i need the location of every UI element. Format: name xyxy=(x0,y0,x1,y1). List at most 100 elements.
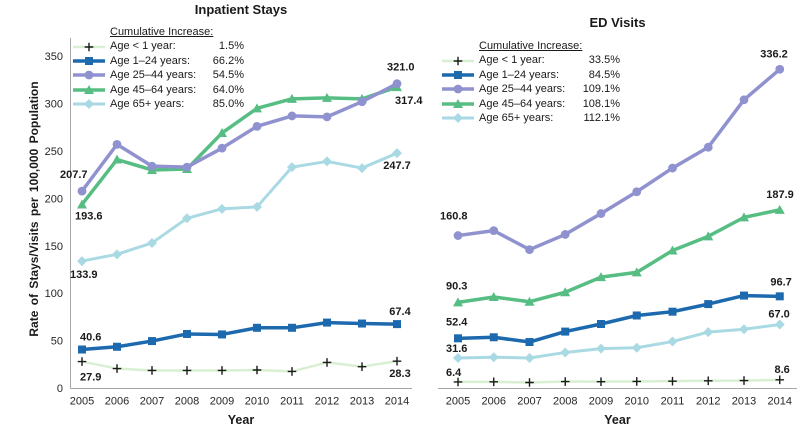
legend-cumulative-increase-value: 112.1% xyxy=(583,111,621,124)
diamond-marker xyxy=(357,163,367,174)
legend-header: Cumulative Increase: xyxy=(479,40,583,52)
plus-marker xyxy=(775,375,785,385)
square-marker xyxy=(775,292,784,301)
x-tick-label: 2013 xyxy=(350,396,374,408)
inpatient-stays-title: Inpatient Stays xyxy=(194,2,288,17)
plus-marker xyxy=(252,365,262,375)
triangle-marker xyxy=(631,267,642,277)
square-marker xyxy=(183,329,191,338)
series-triangle: 90.3 187.9 xyxy=(446,189,794,307)
first-point-label: 27.9 xyxy=(80,372,101,384)
legend-row: Age 25–44 years: 54.5% xyxy=(72,68,244,82)
legend-cumulative-increase-value: 66.2% xyxy=(212,54,244,67)
circle-marker xyxy=(287,111,297,121)
triangle-marker xyxy=(560,287,571,297)
triangle-marker xyxy=(739,212,749,222)
x-tick-label: 2006 xyxy=(105,396,129,408)
first-point-label: 207.7 xyxy=(60,169,88,181)
ed-plot-group: 2005 2006 2007 2008 2009 2010 2011 2012 2013 2014… xyxy=(438,48,797,408)
series-circle: 207.7 321.0 xyxy=(60,62,415,196)
diamond-marker xyxy=(287,162,297,173)
right-x-axis-title: Year xyxy=(604,413,631,427)
last-point-label: 67.4 xyxy=(389,306,411,318)
square-marker xyxy=(597,320,605,329)
diamond-marker xyxy=(147,237,157,248)
first-point-label: 40.6 xyxy=(80,332,101,344)
x-tick-label: 2005 xyxy=(70,396,94,408)
circle-marker xyxy=(775,64,785,74)
legend-cumulative-increase-value: 54.5% xyxy=(212,69,244,82)
legend-header: Cumulative Increase: xyxy=(110,26,214,38)
legend-cumulative-increase-value: 84.5% xyxy=(588,68,620,81)
series-square: 52.4 96.7 xyxy=(446,276,792,347)
legend-cumulative-increase-value: 109.1% xyxy=(582,83,620,96)
y-tick-label: 50 xyxy=(51,336,63,348)
circle-marker xyxy=(182,162,192,172)
legend-line-sample xyxy=(73,56,105,65)
series-square: 40.6 67.4 xyxy=(78,306,412,354)
last-point-label: 247.7 xyxy=(383,160,411,172)
x-tick-label: 2012 xyxy=(315,396,339,408)
circle-marker xyxy=(739,95,749,105)
legend-row: Age 65+ years: 85.0% xyxy=(72,97,244,111)
square-marker xyxy=(78,345,86,354)
circle-marker xyxy=(596,209,606,218)
legend-cumulative-increase-value: 1.5% xyxy=(218,40,244,53)
x-tick-label: 2007 xyxy=(140,396,164,408)
x-tick-label: 2009 xyxy=(589,396,613,408)
circle-marker xyxy=(453,231,463,240)
square-marker xyxy=(454,70,462,79)
diamond-marker xyxy=(488,352,499,363)
last-point-label: 336.2 xyxy=(760,48,788,60)
square-marker xyxy=(454,334,462,343)
inpatient-plot-group: 0 50 100 150 200 250 300 350 2005 2006 2007 2008 200… xyxy=(45,38,423,408)
circle-marker xyxy=(453,84,463,94)
triangle-marker xyxy=(453,297,463,307)
plus-marker xyxy=(489,377,499,387)
last-point-label: 321.0 xyxy=(387,62,415,74)
left-x-axis-title: Year xyxy=(227,413,255,427)
diamond-marker xyxy=(84,99,94,110)
square-marker xyxy=(704,300,713,309)
last-point-label: 28.3 xyxy=(389,368,410,380)
legend-row: Age 65+ years: 112.1% xyxy=(441,111,620,125)
diamond-marker xyxy=(560,347,571,358)
legend-line-sample xyxy=(442,113,474,124)
legend-series-name: Age < 1 year: xyxy=(110,40,176,53)
plus-marker xyxy=(739,376,749,385)
y-tick-label: 150 xyxy=(45,241,63,253)
plus-marker xyxy=(77,357,87,366)
diamond-marker xyxy=(77,256,87,267)
last-point-label: 317.4 xyxy=(395,95,423,107)
plus-marker xyxy=(632,377,642,386)
legend-series-name: Age 45–64 years: xyxy=(110,83,197,96)
inpatient-legend: Cumulative Increase: Age < 1 year: 1.5% Ag… xyxy=(72,25,244,111)
triangle-marker xyxy=(322,92,332,102)
legend-line-sample xyxy=(73,99,105,110)
diamond-marker xyxy=(596,343,606,354)
circle-marker xyxy=(668,163,677,173)
diamond-marker xyxy=(631,342,642,353)
square-marker xyxy=(85,56,93,65)
diamond-marker xyxy=(739,324,749,335)
circle-marker xyxy=(77,186,87,196)
triangle-marker xyxy=(524,296,535,306)
diamond-marker xyxy=(322,156,332,167)
square-marker xyxy=(113,342,121,351)
plus-marker xyxy=(217,366,227,375)
legend-series-name: Age 1–24 years: xyxy=(110,54,191,67)
square-marker xyxy=(489,333,498,342)
diamond-marker xyxy=(703,327,714,338)
square-marker xyxy=(148,337,156,346)
plus-marker xyxy=(112,364,122,373)
triangle-marker xyxy=(252,103,262,113)
first-point-label: 31.6 xyxy=(446,343,467,355)
legend-series-name: Age 65+ years: xyxy=(110,97,185,110)
plus-marker xyxy=(453,377,463,387)
series-line xyxy=(457,67,781,252)
legend-series-name: Age 45–64 years: xyxy=(479,97,566,110)
square-marker xyxy=(358,319,366,328)
circle-marker xyxy=(84,70,94,80)
plus-marker xyxy=(147,366,157,375)
triangle-marker xyxy=(596,272,606,282)
